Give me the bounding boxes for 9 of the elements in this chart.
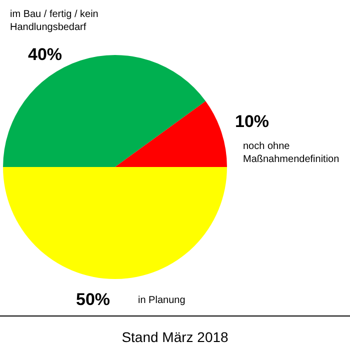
slice-label: in Planung	[138, 295, 186, 306]
text: Stand März 2018	[122, 329, 229, 345]
pie-slice	[3, 167, 227, 279]
slice-label: noch ohne Maßnahmendefinition	[243, 141, 340, 165]
slice-label: im Bau / fertig / kein Handlungsbedarf	[10, 9, 98, 33]
pie-slice	[115, 101, 227, 167]
data-label: 50%	[76, 290, 110, 309]
data-label: 10%	[234, 112, 270, 131]
data-label: 40%	[28, 45, 62, 64]
